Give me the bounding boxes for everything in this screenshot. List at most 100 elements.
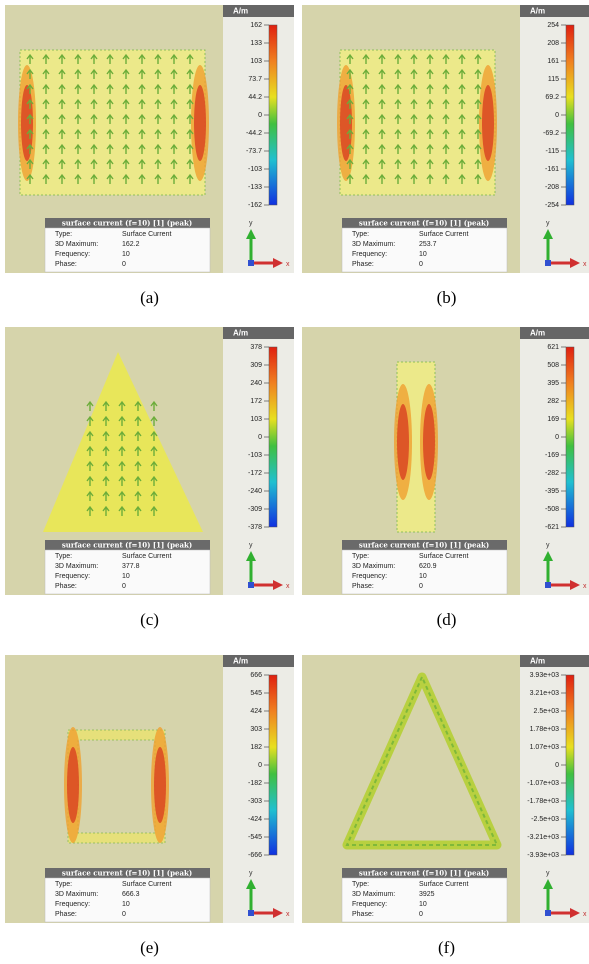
info-value: Surface Current	[122, 553, 171, 560]
info-key: 3D Maximum:	[352, 563, 395, 570]
tick-label: 666	[250, 672, 262, 679]
panel: A/m16213310373.744.20-44.2-73.7-103-133-…	[5, 5, 294, 273]
tick-label: -44.2	[246, 130, 262, 137]
axis-z	[248, 582, 254, 588]
tick-label: 161	[547, 58, 559, 65]
info-key: Type:	[55, 231, 72, 238]
tick-label: -303	[248, 798, 262, 805]
tick-label: -508	[545, 506, 559, 513]
tick-label: 1.78e+03	[530, 726, 559, 733]
unit-label: A/m	[233, 7, 248, 16]
tick-label: 240	[250, 380, 262, 387]
info-title: surface current (f=10) [1] (peak)	[359, 541, 489, 550]
info-value: 377.8	[122, 563, 140, 570]
info-value: Surface Current	[419, 231, 468, 238]
axis-label-x: x	[583, 261, 587, 268]
info-value: 620.9	[419, 563, 437, 570]
color-bar	[269, 675, 277, 855]
panel: A/m25420816111569.20-69.2-115-161-208-25…	[302, 5, 589, 273]
tick-label: 115	[548, 76, 559, 83]
info-value: 0	[122, 583, 126, 590]
tick-label: 0	[258, 762, 262, 769]
info-value: 10	[122, 251, 130, 258]
info-value: 0	[419, 911, 423, 918]
plate	[340, 50, 495, 195]
info-key: Type:	[352, 881, 369, 888]
tick-label: 378	[250, 344, 262, 351]
tick-label: -182	[248, 780, 262, 787]
tick-label: 103	[250, 58, 262, 65]
info-key: Phase:	[352, 583, 374, 590]
unit-label: A/m	[233, 329, 248, 338]
tick-label: 182	[250, 744, 262, 751]
color-bar	[566, 675, 574, 855]
caption: (e)	[5, 938, 294, 958]
unit-label: A/m	[530, 7, 545, 16]
tick-label: 169	[547, 416, 559, 423]
tick-label: 162	[250, 22, 262, 29]
tick-label: 282	[547, 398, 559, 405]
axis-label-y: y	[546, 870, 550, 877]
tick-label: 424	[250, 708, 262, 715]
hot-edge	[154, 747, 166, 823]
axis-z	[248, 910, 254, 916]
axis-z	[545, 260, 551, 266]
tick-label: -254	[545, 202, 559, 209]
axis-z	[545, 582, 551, 588]
info-value: Surface Current	[122, 881, 171, 888]
figure: A/m16213310373.744.20-44.2-73.7-103-133-…	[0, 0, 589, 964]
info-key: Type:	[55, 881, 72, 888]
tick-label: 0	[555, 762, 559, 769]
axis-z	[248, 260, 254, 266]
hot-edge	[194, 85, 206, 161]
info-key: Type:	[55, 553, 72, 560]
tick-label: -69.2	[543, 130, 559, 137]
info-key: 3D Maximum:	[55, 241, 98, 248]
info-value: 3925	[419, 891, 435, 898]
caption: (a)	[5, 288, 294, 308]
color-bar	[269, 25, 277, 205]
tick-label: 508	[547, 362, 559, 369]
tick-label: 309	[250, 362, 262, 369]
tick-label: -395	[545, 488, 559, 495]
tick-label: -545	[248, 834, 262, 841]
axis-label-y: y	[546, 220, 550, 227]
info-title: surface current (f=10) [1] (peak)	[359, 219, 489, 228]
axis-label-y: y	[249, 220, 253, 227]
tick-label: -424	[248, 816, 262, 823]
info-value: Surface Current	[419, 553, 468, 560]
axis-label-y: y	[249, 542, 253, 549]
axis-label-x: x	[583, 911, 587, 918]
info-key: Type:	[352, 553, 369, 560]
tick-label: -169	[545, 452, 559, 459]
info-title: surface current (f=10) [1] (peak)	[359, 869, 489, 878]
panel: A/m6665454243031820-182-303-424-545-666s…	[5, 655, 294, 923]
info-value: Surface Current	[419, 881, 468, 888]
color-bar	[566, 347, 574, 527]
tick-label: -309	[248, 506, 262, 513]
info-value: 10	[419, 901, 427, 908]
tick-label: -666	[248, 852, 262, 859]
tick-label: -161	[545, 166, 559, 173]
tick-label: 395	[547, 380, 559, 387]
info-value: 10	[122, 901, 130, 908]
tick-label: 254	[547, 22, 559, 29]
info-key: Phase:	[55, 261, 77, 268]
hot-edge	[482, 85, 494, 161]
caption: (d)	[302, 610, 589, 630]
info-key: Frequency:	[55, 573, 90, 580]
color-bar	[566, 25, 574, 205]
info-key: Frequency:	[55, 901, 90, 908]
tick-label: -1.07e+03	[527, 780, 559, 787]
tick-label: 0	[258, 434, 262, 441]
tick-label: 103	[250, 416, 262, 423]
info-value: 253.7	[419, 241, 437, 248]
tick-label: 0	[258, 112, 262, 119]
hot-edge	[67, 747, 79, 823]
tick-label: -208	[545, 184, 559, 191]
info-title: surface current (f=10) [1] (peak)	[62, 541, 192, 550]
caption: (b)	[302, 288, 589, 308]
info-key: 3D Maximum:	[352, 241, 395, 248]
info-value: 0	[122, 911, 126, 918]
tick-label: -2.5e+03	[531, 816, 559, 823]
